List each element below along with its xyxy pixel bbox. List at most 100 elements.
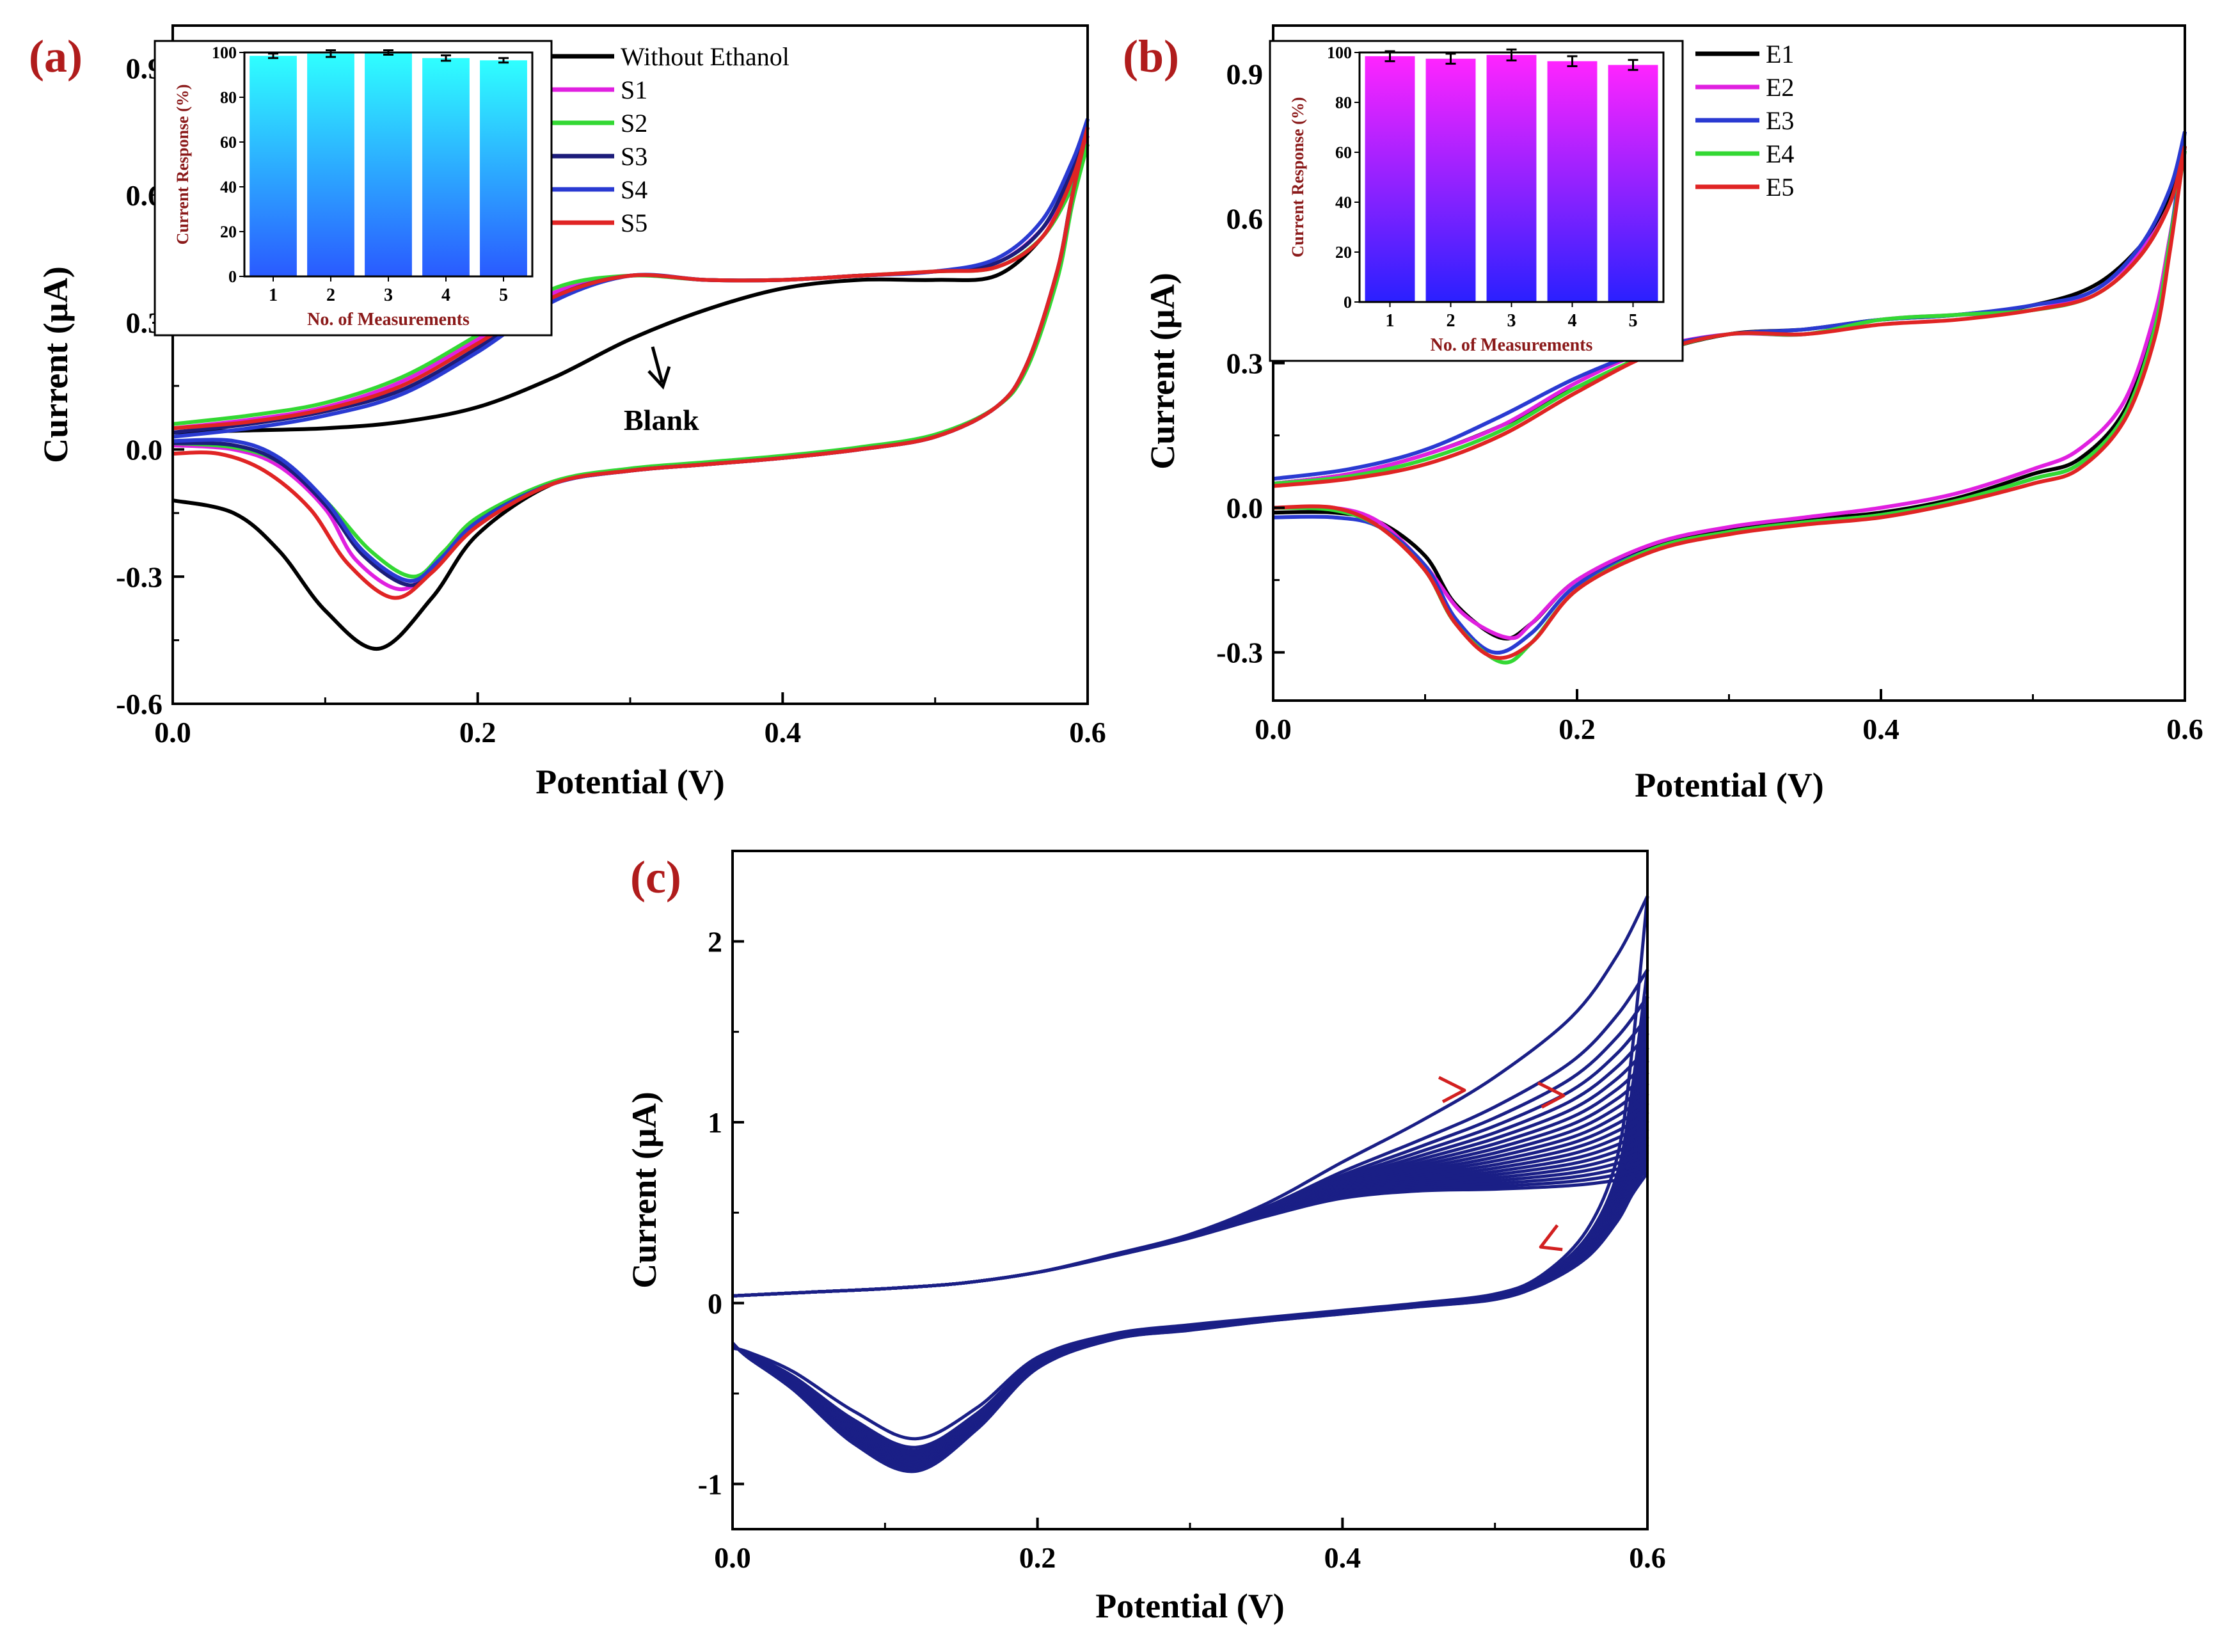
a-legend-label: S3 — [621, 142, 647, 171]
c-cycle-anodic — [732, 1164, 1648, 1298]
b-inset-bar — [1425, 58, 1476, 302]
b-inset-ytick-label: 100 — [1327, 44, 1352, 62]
panel-b-xlabel: Potential (V) — [1635, 766, 1823, 804]
a-xtick-label: 0.6 — [1069, 716, 1106, 749]
b-ytick-label: 0.3 — [1226, 347, 1264, 380]
a-inset-xtick-label: 3 — [384, 285, 393, 305]
a-ytick-label: 0.0 — [126, 434, 163, 466]
c-cycle-cathodic — [731, 1158, 1649, 1472]
c-ytick-label: 1 — [708, 1106, 722, 1139]
panel-b-ylabel: Current (µA) — [1143, 273, 1182, 470]
b-inset-ytick-label: 0 — [1344, 293, 1352, 312]
b-xtick-label: 0.0 — [1255, 713, 1292, 745]
panel-b-series — [1273, 131, 2187, 665]
blank-arrow — [647, 346, 671, 390]
blank-annotation: Blank — [624, 404, 699, 436]
panel-a-xlabel: Potential (V) — [535, 763, 724, 801]
panel-b: (b) 0.0 0.2 0.4 0.6 -0.3 0.0 0.3 0.6 0.9 Potenti… — [1123, 24, 2203, 804]
c-ytick-label: 2 — [708, 925, 722, 958]
c-xtick-label: 0.4 — [1324, 1541, 1361, 1574]
a-inset-ytick-label: 40 — [220, 178, 237, 196]
c-cycle-anodic — [732, 996, 1649, 1298]
b-inset-ylabel: Current Response (%) — [1289, 97, 1307, 258]
c-scan-arrow — [1438, 1076, 1466, 1104]
a-series-s5-cathodic — [172, 127, 1090, 600]
a-inset-bar — [422, 58, 470, 276]
b-inset-xtick-label: 5 — [1629, 311, 1638, 331]
b-ytick-label: 0.6 — [1226, 203, 1264, 235]
panel-c-ylabel: Current (µA) — [625, 1092, 663, 1289]
c-ytick-label: -1 — [698, 1468, 722, 1500]
c-cycle-cathodic — [732, 896, 1649, 1441]
b-legend-label: E2 — [1766, 73, 1794, 102]
c-xtick-label: 0.6 — [1629, 1541, 1666, 1574]
c-cycle-cathodic — [731, 1033, 1649, 1457]
a-inset-ytick-label: 20 — [220, 223, 237, 241]
c-cycle-cathodic — [732, 969, 1649, 1449]
a-inset-bar — [480, 60, 527, 276]
a-inset-bar — [250, 56, 297, 276]
b-ytick-label: -0.3 — [1216, 637, 1263, 669]
b-inset-bar — [1547, 61, 1598, 303]
a-inset-xtick-label: 5 — [499, 285, 508, 305]
a-legend-label: S2 — [621, 109, 647, 138]
b-ytick-label: 0.9 — [1226, 58, 1264, 90]
c-scan-arrow — [1539, 1224, 1563, 1251]
panel-c-xlabel: Potential (V) — [1095, 1587, 1284, 1625]
a-inset-bar — [365, 52, 412, 276]
b-series-e3-anodic — [1273, 131, 2187, 481]
panel-a-ylabel: Current (µA) — [36, 266, 75, 463]
a-inset-xtick-label: 1 — [269, 285, 278, 305]
b-series-e5-anodic — [1273, 145, 2187, 488]
b-xtick-label: 0.4 — [1862, 713, 1900, 745]
a-inset-ytick-label: 80 — [220, 88, 237, 107]
b-ytick-label: 0.0 — [1226, 492, 1264, 525]
c-cycle-anodic — [732, 1092, 1649, 1298]
c-cycle-anodic — [732, 1120, 1649, 1298]
b-inset-xtick-label: 1 — [1386, 311, 1395, 331]
a-ytick-label: -0.6 — [116, 688, 163, 720]
c-ytick-label: 0 — [708, 1287, 722, 1320]
panel-a-legend: Without Ethanol S1 S2 S3 S4 S5 — [550, 42, 789, 237]
c-scan-arrow — [1537, 1081, 1566, 1109]
b-inset-xtick-label: 3 — [1507, 311, 1516, 331]
b-xtick-label: 0.2 — [1559, 713, 1596, 745]
b-inset-ytick-label: 20 — [1335, 243, 1352, 262]
c-xtick-label: 0.2 — [1019, 1541, 1056, 1574]
a-legend-label: Without Ethanol — [621, 42, 789, 71]
a-series-s5-anodic — [172, 127, 1090, 431]
c-cycle-cathodic — [731, 1165, 1649, 1473]
a-legend-label: S1 — [621, 75, 647, 104]
a-series-without-ethanol-anodic — [172, 143, 1090, 434]
b-series-e5-cathodic — [1273, 145, 2187, 660]
a-legend-label: S4 — [621, 175, 647, 204]
panel-b-inset: 1 2 3 4 5 0 20 40 60 80 100 No. of Measurements Curr… — [1269, 40, 1684, 362]
a-inset-ylabel: Current Response (%) — [173, 84, 192, 245]
c-cycle-anodic — [732, 1143, 1648, 1298]
c-cycle-cathodic — [731, 1171, 1649, 1473]
b-legend-label: E3 — [1766, 106, 1794, 135]
c-xtick-label: 0.0 — [714, 1541, 751, 1574]
b-legend-label: E5 — [1766, 173, 1794, 202]
panel-a: (a) 0.0 0.2 0.4 0.6-0.6-0.30.00.30.60.9 Pot… — [29, 24, 1106, 801]
b-inset-ytick-label: 40 — [1335, 193, 1352, 212]
a-inset-plot-frame — [243, 51, 534, 278]
a-xtick-label: 0.4 — [765, 716, 802, 749]
b-inset-bar — [1608, 65, 1658, 302]
a-ytick-label: -0.3 — [116, 560, 163, 593]
a-inset-xtick-label: 4 — [441, 285, 450, 305]
c-cycle-cathodic — [731, 1072, 1649, 1461]
b-inset-xtick-label: 4 — [1568, 311, 1577, 331]
panel-b-legend: E1 E2 E3 E4 E5 — [1695, 40, 1794, 202]
a-inset-xtick-label: 2 — [326, 285, 335, 305]
a-xtick-label: 0.0 — [154, 716, 191, 749]
panel-c-label: (c) — [630, 852, 681, 903]
panel-a-inset: 1 2 3 4 5 0 20 40 60 80 100 No. of Measurements Curr… — [154, 40, 553, 337]
a-inset-ytick-label: 0 — [228, 267, 237, 286]
a-inset-xlabel: No. of Measurements — [307, 310, 470, 330]
a-xtick-label: 0.2 — [459, 716, 496, 749]
b-xtick-label: 0.6 — [2166, 713, 2203, 745]
b-legend-label: E4 — [1766, 139, 1794, 168]
panel-c-series — [731, 895, 1649, 1473]
